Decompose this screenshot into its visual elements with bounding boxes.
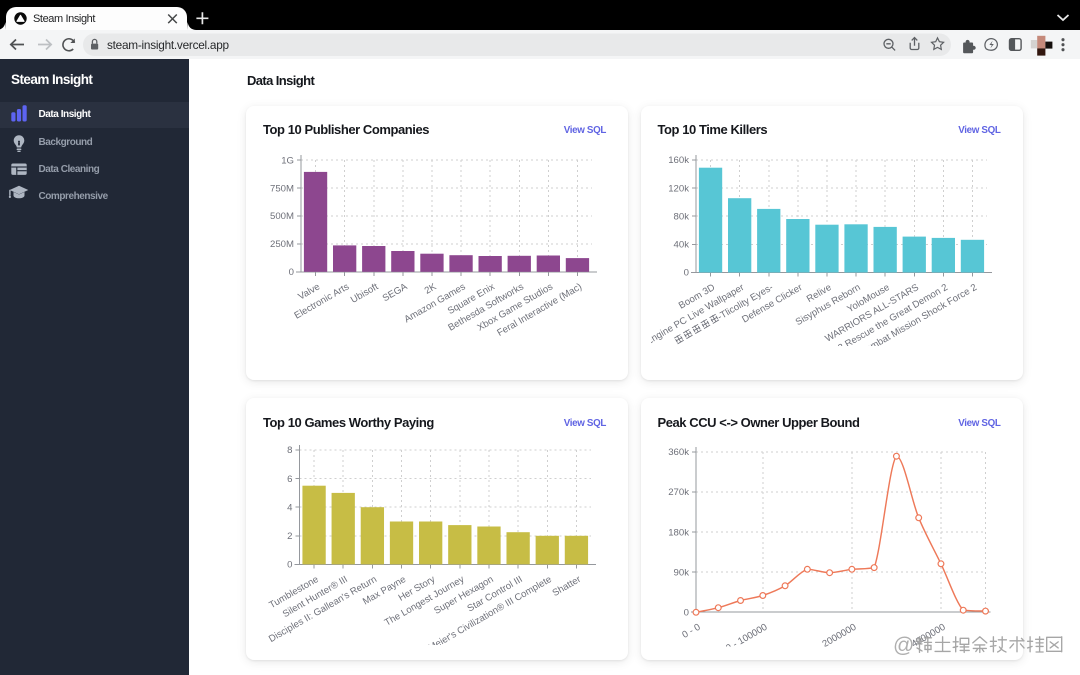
svg-text:1G: 1G xyxy=(281,155,294,166)
svg-text:SEGA: SEGA xyxy=(381,281,410,304)
svg-text:Steam Insight: Steam Insight xyxy=(33,13,95,25)
svg-text:@: @ xyxy=(893,634,914,657)
svg-text:270k: 270k xyxy=(668,487,689,498)
svg-text:2K: 2K xyxy=(423,281,439,297)
svg-text:0: 0 xyxy=(683,607,688,618)
svg-text:160k: 160k xyxy=(668,155,689,166)
svg-text:2: 2 xyxy=(287,531,292,542)
svg-text:360k: 360k xyxy=(668,447,689,458)
svg-text:2000000: 2000000 xyxy=(820,622,858,650)
svg-text:80k: 80k xyxy=(673,212,689,223)
svg-text:Shatter: Shatter xyxy=(551,574,584,599)
svg-text:0 - 0: 0 - 0 xyxy=(680,622,702,641)
svg-text:40k: 40k xyxy=(673,240,689,251)
svg-text:4: 4 xyxy=(287,502,293,513)
svg-text:120k: 120k xyxy=(668,183,689,194)
svg-text:8: 8 xyxy=(287,445,292,456)
svg-text:Ubisoft: Ubisoft xyxy=(349,281,381,306)
svg-text:0: 0 xyxy=(289,267,294,278)
svg-text:250M: 250M xyxy=(270,239,294,250)
svg-text:180k: 180k xyxy=(668,527,689,538)
svg-text:steam-insight.vercel.app: steam-insight.vercel.app xyxy=(107,38,230,52)
svg-text:0: 0 xyxy=(287,560,292,571)
svg-text:500M: 500M xyxy=(270,211,294,222)
svg-text:6: 6 xyxy=(287,474,292,485)
svg-text:0 - 100000: 0 - 100000 xyxy=(724,622,769,654)
svg-text:0: 0 xyxy=(683,268,688,279)
svg-text:750M: 750M xyxy=(270,183,294,194)
svg-text:90k: 90k xyxy=(673,567,689,578)
